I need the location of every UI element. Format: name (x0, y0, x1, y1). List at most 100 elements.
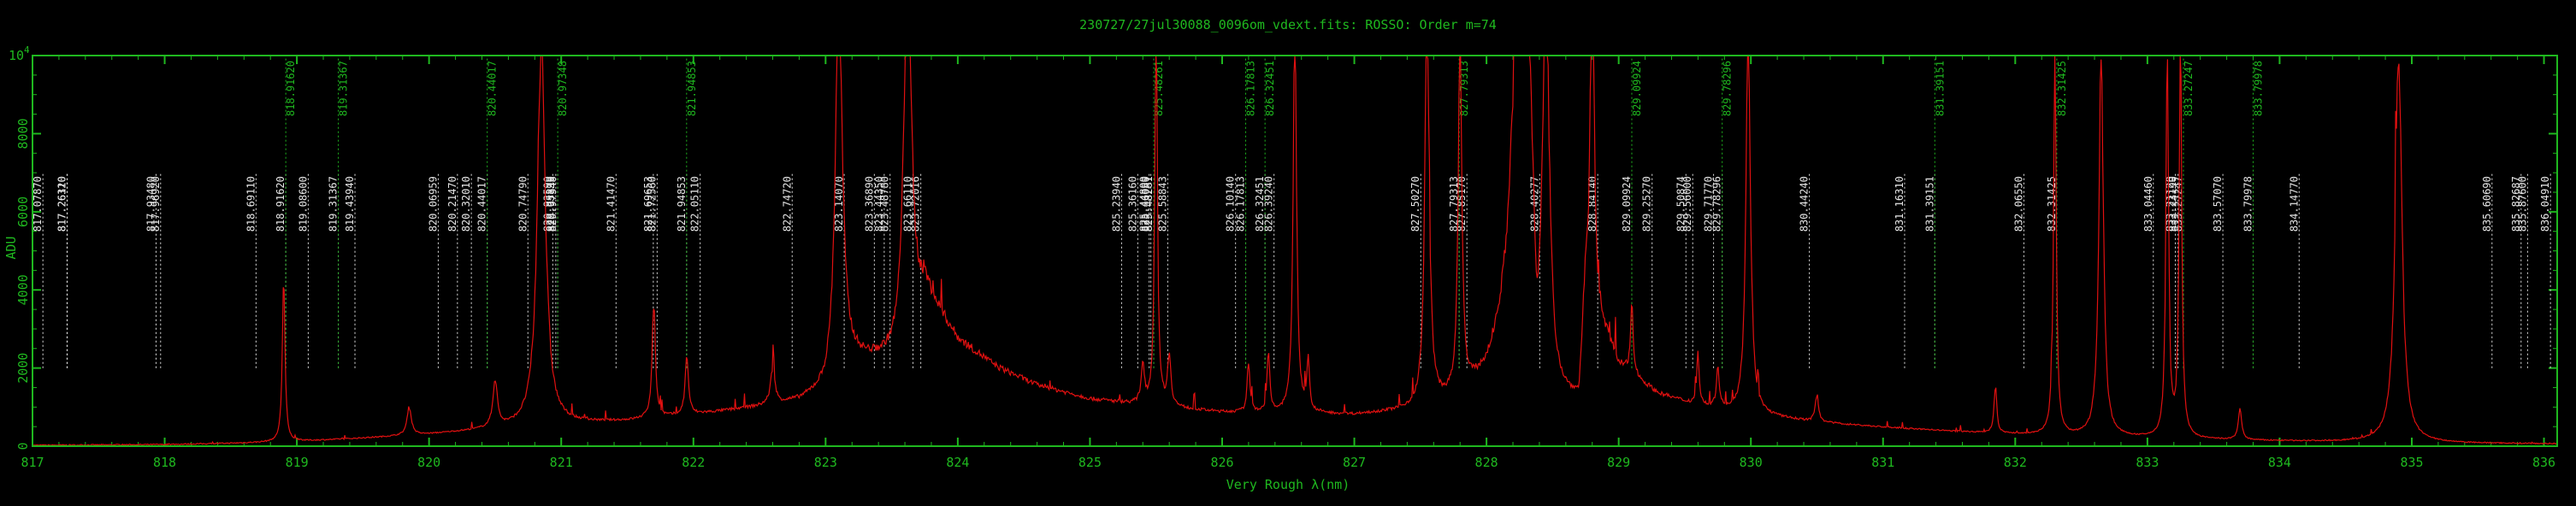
line-marker-label: 820.74790 (517, 176, 529, 232)
line-marker-label: 834.14770 (2288, 176, 2300, 232)
line-marker-label: 820.06959 (427, 176, 439, 232)
line-marker-label: 817.26320 (56, 176, 68, 232)
line-marker-label: 829.78296 (1722, 61, 1734, 116)
line-marker-label: 820.97348 (557, 61, 569, 116)
line-marker-label: 821.72560 (646, 176, 658, 232)
line-marker-label: 826.10140 (1225, 176, 1237, 232)
x-tick-label: 834 (2268, 455, 2291, 470)
line-marker-label: 827.79313 (1448, 176, 1460, 232)
line-marker-label: 832.31425 (2056, 61, 2068, 116)
line-marker-label: 820.95890 (545, 176, 557, 232)
line-marker-label: 817.26110 (56, 176, 68, 232)
line-marker-label: 820.21470 (446, 176, 458, 232)
line-marker-label: 823.36890 (863, 176, 875, 232)
line-marker-label: 825.48261 (1143, 176, 1155, 232)
line-marker-label: 825.46080 (1140, 176, 1152, 232)
line-marker-label: 826.39240 (1263, 176, 1275, 232)
line-marker-label: 836.04910 (2539, 176, 2551, 232)
line-marker-label: 833.27247 (2183, 61, 2195, 116)
line-marker-label: 819.43940 (344, 176, 356, 232)
line-marker-label: 817.96920 (150, 176, 162, 232)
x-tick-label: 825 (1078, 455, 1102, 470)
x-tick-label: 818 (153, 455, 176, 470)
line-marker-label: 835.82687 (2510, 176, 2522, 232)
y-tick-label: 0 (15, 442, 31, 450)
line-marker-label: 823.48780 (879, 176, 891, 232)
line-marker-label: 821.69653 (642, 176, 654, 232)
line-marker-label: 833.04460 (2142, 176, 2154, 232)
line-marker-label: 831.16310 (1894, 176, 1905, 232)
line-marker-label: 829.50874 (1675, 176, 1687, 232)
line-marker-label: 823.44350 (873, 176, 885, 232)
line-marker-label: 831.39151 (1923, 176, 1935, 232)
line-marker-label: 820.44017 (476, 176, 488, 232)
x-tick-label: 826 (1210, 455, 1233, 470)
y-exponent-base: 10 (9, 48, 24, 63)
line-marker-label: 825.36160 (1126, 176, 1138, 232)
y-exponent-label: 10 4 (9, 44, 30, 63)
line-marker-label: 821.94853 (676, 176, 688, 232)
line-marker-label: 817.93480 (145, 176, 157, 232)
x-tick-label: 830 (1740, 455, 1763, 470)
x-axis-label: Very Rough λ(nm) (1226, 477, 1350, 492)
x-tick-label: 827 (1343, 455, 1366, 470)
x-tick-label: 824 (946, 455, 969, 470)
line-marker-label: 820.32010 (460, 176, 472, 232)
line-marker-label: 819.08600 (297, 176, 309, 232)
x-tick-label: 828 (1475, 455, 1498, 470)
line-marker-label: 826.32451 (1264, 61, 1276, 116)
line-marker-label: 819.31367 (338, 61, 350, 116)
line-marker-label: 826.17813 (1245, 61, 1257, 116)
line-marker-label: 819.31367 (328, 176, 340, 232)
x-tick-label: 821 (550, 455, 573, 470)
y-exponent-power: 4 (24, 44, 30, 56)
line-marker-label: 833.79978 (2242, 176, 2254, 232)
x-tick-label: 833 (2136, 455, 2159, 470)
line-marker-label: 830.44240 (1799, 176, 1811, 232)
line-marker-label: 829.09924 (1631, 61, 1643, 116)
x-tick-label: 835 (2400, 455, 2423, 470)
x-tick-label: 831 (1871, 455, 1894, 470)
x-tick-label: 819 (286, 455, 309, 470)
line-marker-label: 825.48261 (1153, 61, 1165, 116)
line-marker-label: 823.66110 (902, 176, 914, 232)
line-marker-label: 833.23190 (2167, 176, 2179, 232)
line-marker-label: 829.71770 (1703, 176, 1715, 232)
line-marker-label: 827.50270 (1409, 176, 1421, 232)
line-marker-label: 818.91620 (285, 61, 297, 116)
x-tick-label: 823 (814, 455, 837, 470)
line-marker-label: 825.44800 (1138, 176, 1150, 232)
line-marker-label: 829.25270 (1641, 176, 1653, 232)
line-marker-label: 835.87600 (2516, 176, 2528, 232)
line-marker-label: 818.69110 (245, 176, 257, 232)
x-tick-label: 829 (1607, 455, 1630, 470)
line-marker-label: 833.79978 (2252, 61, 2264, 116)
x-tick-label: 836 (2532, 455, 2555, 470)
line-marker-label: 821.94853 (686, 61, 698, 116)
y-tick-label: 8000 (15, 118, 31, 149)
line-marker-label: 832.31425 (2046, 176, 2058, 232)
line-marker-label: 817.07870 (32, 176, 44, 232)
line-marker-label: 833.21120 (2165, 176, 2177, 232)
line-marker-label: 820.44017 (487, 61, 499, 116)
line-marker-label: 825.58843 (1156, 176, 1168, 232)
line-marker-label: 833.27247 (2172, 176, 2184, 232)
x-tick-label: 820 (417, 455, 440, 470)
line-marker-label: 823.72016 (910, 176, 922, 232)
line-marker-label: 826.17813 (1235, 176, 1247, 232)
plot-frame (32, 55, 2558, 447)
line-marker-label: 833.57070 (2212, 176, 2224, 232)
x-tick-label: 822 (682, 455, 705, 470)
line-marker-label: 820.93590 (541, 176, 553, 232)
line-marker-label: 832.06550 (2012, 176, 2024, 232)
line-marker-label: 820.97348 (547, 176, 558, 232)
line-marker-label: 825.23940 (1110, 176, 1122, 232)
line-marker-label: 827.79313 (1458, 61, 1470, 116)
x-tick-label: 817 (21, 455, 44, 470)
line-marker-label: 831.39151 (1934, 61, 1946, 116)
y-tick-label: 2000 (15, 353, 31, 384)
